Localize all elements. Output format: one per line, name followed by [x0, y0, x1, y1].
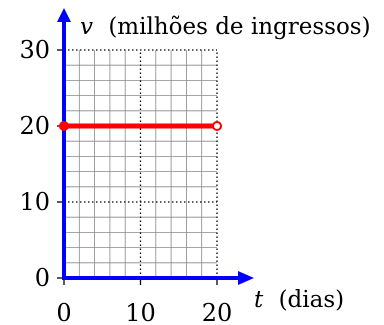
- y-axis-arrowhead: [57, 8, 71, 22]
- y-tick-label: 10: [19, 188, 50, 216]
- grid: [63, 49, 218, 279]
- tick-labels: 0 10 20 30 0 10 20: [19, 36, 232, 325]
- x-axis-label: t (dias): [254, 287, 344, 313]
- y-axis-label: v (milhões de ingressos): [80, 14, 371, 40]
- y-axis-title: (milhões de ingressos): [108, 14, 370, 40]
- x-axis-variable: t: [254, 287, 264, 313]
- y-tick-label: 20: [19, 112, 50, 140]
- x-tick-label: 20: [202, 299, 233, 325]
- x-axis-title: (dias): [279, 287, 345, 313]
- axes: [57, 8, 254, 285]
- y-tick-label: 0: [35, 264, 50, 292]
- x-tick-label: 10: [125, 299, 156, 325]
- data-series: [59, 121, 222, 131]
- x-axis-arrowhead: [238, 271, 254, 285]
- y-tick-label: 30: [19, 36, 50, 64]
- y-axis-variable: v: [80, 14, 93, 40]
- open-endpoint-marker: [212, 121, 222, 131]
- closed-endpoint-marker: [59, 121, 69, 131]
- x-tick-label: 0: [56, 299, 71, 325]
